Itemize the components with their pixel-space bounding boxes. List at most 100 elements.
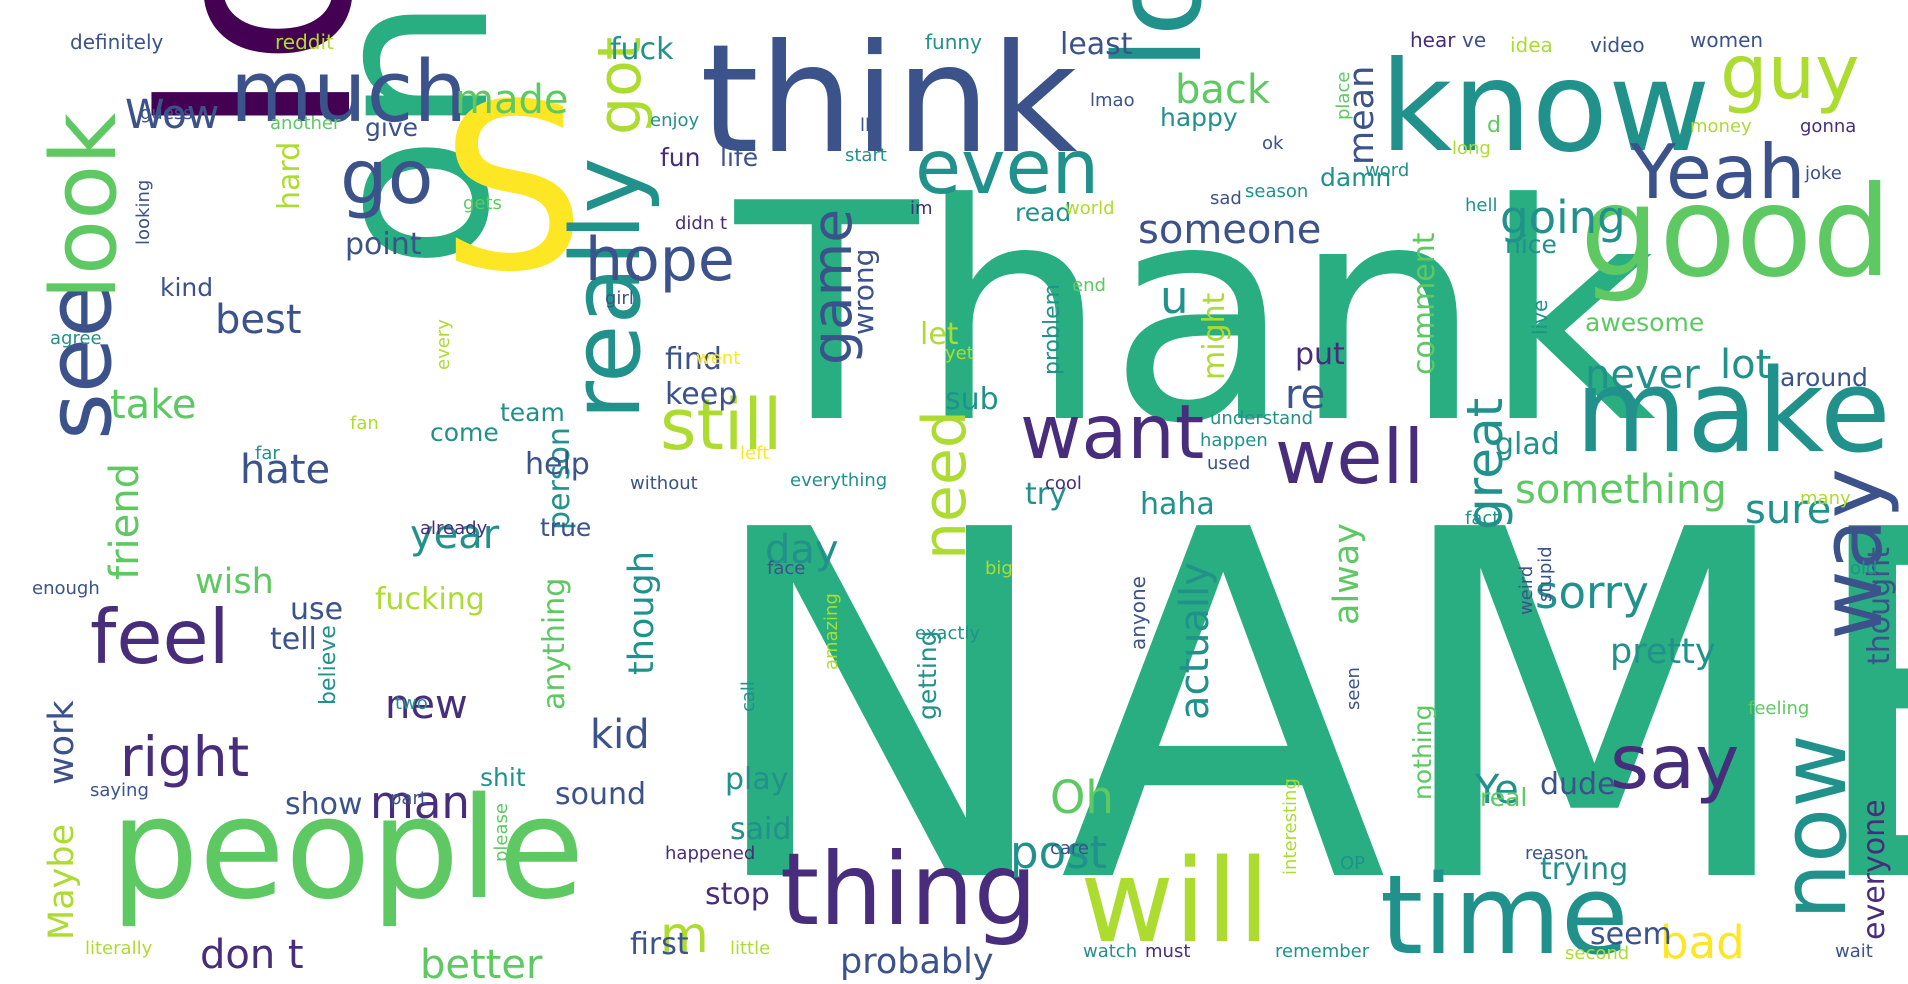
word-world: world (1065, 198, 1115, 219)
word-sound: sound (555, 777, 647, 812)
word-something: something (1515, 467, 1727, 513)
word-put: put (1295, 337, 1345, 372)
word-fucking: fucking (375, 582, 485, 617)
word-understand: understand (1210, 408, 1314, 429)
word-around: around (1780, 363, 1868, 392)
word-want: want (1020, 388, 1205, 476)
word-wrong: wrong (847, 248, 880, 335)
word-nice: nice (1505, 230, 1557, 259)
word-ve: ve (1462, 28, 1487, 52)
word-start: start (845, 145, 887, 166)
word-show: show (285, 787, 363, 822)
word-happened: happened (665, 843, 756, 864)
word-don-t: don t (200, 932, 304, 978)
word-yet: yet (945, 343, 974, 364)
word-face: face (767, 558, 806, 579)
word-haha: haha (1140, 487, 1215, 522)
word-trying: trying (1540, 852, 1629, 887)
word-never: never (1585, 352, 1700, 398)
word-left: left (740, 443, 770, 464)
word-ok: ok (1262, 133, 1284, 154)
word-much: much (230, 43, 468, 142)
word-m: m (660, 906, 709, 964)
word-happen: happen (1200, 430, 1268, 451)
word-awesome: awesome (1585, 308, 1705, 337)
word-day: day (765, 527, 839, 573)
word-need: need (910, 410, 980, 560)
word-friend: friend (102, 463, 148, 580)
word-women: women (1690, 28, 1764, 52)
word-problem: problem (1040, 283, 1065, 375)
word-even: even (915, 123, 1100, 211)
word-good: good (1580, 160, 1892, 305)
word-definitely: definitely (70, 30, 164, 54)
word-true: true (540, 513, 592, 542)
word-little: little (730, 938, 771, 959)
word-end: end (1072, 275, 1106, 296)
word-sad: sad (1210, 188, 1242, 209)
word-feel: feel (90, 593, 230, 681)
word-watch: watch (1083, 941, 1138, 962)
word-least: least (1060, 27, 1133, 62)
word-anything: anything (537, 577, 572, 710)
word-reason: reason (1525, 843, 1586, 864)
word-place: place (1333, 71, 1354, 120)
word-hell: hell (1465, 195, 1498, 216)
word-girl: girl (605, 288, 634, 309)
word-enjoy: enjoy (650, 110, 700, 131)
word-funny: funny (925, 30, 982, 54)
word-stop: stop (705, 877, 770, 912)
word-hear: hear (1410, 28, 1456, 52)
word-lot: lot (1720, 342, 1772, 388)
word-saying: saying (90, 780, 149, 801)
word-better: better (420, 942, 543, 984)
word-d: d (1487, 113, 1501, 138)
word-thing: thing (780, 831, 1038, 948)
word-right: right (120, 725, 250, 789)
word-weird: weird (1516, 565, 1537, 615)
word-didn-t: didn t (675, 213, 728, 234)
word-play: play (725, 762, 789, 797)
word-though: though (622, 551, 662, 675)
word-hard: hard (272, 141, 307, 210)
word-said: said (730, 812, 792, 847)
word-real: real (1480, 783, 1528, 812)
word-maybe: Maybe (42, 823, 82, 940)
word-care: care (1050, 838, 1090, 859)
word-season: season (1245, 181, 1309, 202)
word-lmao: lmao (1090, 90, 1135, 111)
word-looking: looking (133, 179, 154, 245)
word-let: let (920, 317, 959, 352)
word-first: first (630, 927, 689, 962)
word-make: make (1575, 345, 1891, 479)
word-help: help (525, 447, 590, 482)
word-made: made (455, 77, 569, 123)
word-joke: joke (1805, 163, 1842, 184)
word-ll: ll (860, 115, 871, 136)
word-glad: glad (1495, 427, 1560, 462)
word-remember: remember (1275, 941, 1370, 962)
word-enough: enough (32, 578, 100, 599)
word-stupid: stupid (1535, 546, 1556, 602)
word-fact: fact (1465, 508, 1500, 529)
word-live: live (1528, 299, 1552, 335)
word-find: find (665, 342, 722, 377)
word-many: many (1800, 488, 1851, 509)
word-life: life (720, 143, 759, 172)
word-seen: seen (1343, 667, 1364, 710)
word-long: long (1452, 138, 1491, 159)
word-tell: tell (270, 622, 317, 657)
word-someone: someone (1138, 207, 1322, 253)
word-agree: agree (50, 328, 102, 349)
word-second: second (1565, 943, 1630, 964)
word-kind: kind (160, 273, 214, 302)
word-sorry: sorry (1535, 566, 1649, 619)
word-im: im (910, 198, 933, 219)
word-might: might (1197, 292, 1232, 380)
word-people: people (110, 768, 585, 931)
word-s: S (440, 56, 586, 323)
word-say: say (1610, 718, 1740, 806)
word-still: still (660, 384, 783, 466)
word-time: time (1380, 851, 1629, 979)
